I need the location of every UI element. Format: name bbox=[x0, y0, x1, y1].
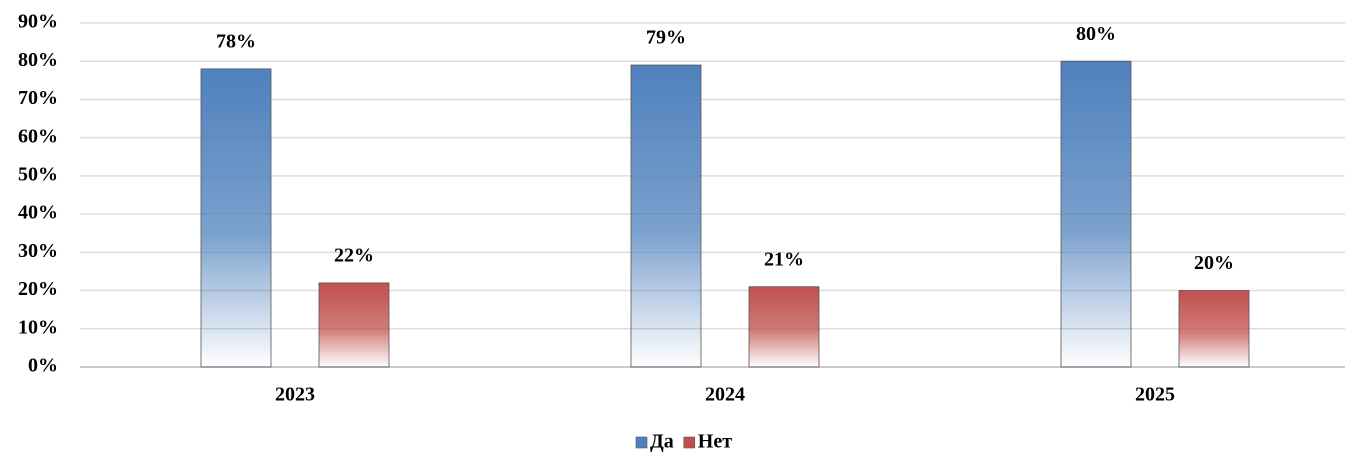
bar bbox=[748, 286, 820, 368]
value-label: 79% bbox=[646, 27, 686, 49]
y-tick-label: 20% bbox=[18, 278, 58, 300]
y-tick-label: 60% bbox=[18, 125, 58, 147]
y-tick-label: 50% bbox=[18, 163, 58, 185]
bar bbox=[1060, 60, 1132, 368]
legend-swatch bbox=[683, 436, 696, 449]
y-tick-label: 30% bbox=[18, 240, 58, 262]
bar bbox=[318, 282, 390, 368]
x-tick-label: 2024 bbox=[705, 384, 745, 406]
y-tick-label: 40% bbox=[18, 202, 58, 224]
y-tick-label: 10% bbox=[18, 316, 58, 338]
y-tick-label: 70% bbox=[18, 87, 58, 109]
bar bbox=[1178, 290, 1250, 368]
bar bbox=[630, 64, 702, 368]
value-label: 80% bbox=[1076, 23, 1116, 45]
y-tick-label: 0% bbox=[28, 355, 58, 377]
x-tick-label: 2023 bbox=[275, 384, 315, 406]
value-label: 22% bbox=[334, 245, 374, 267]
legend-swatch bbox=[635, 436, 648, 449]
value-label: 78% bbox=[216, 30, 256, 52]
legend-label: Нет bbox=[698, 431, 732, 453]
y-tick-label: 80% bbox=[18, 49, 58, 71]
value-label: 20% bbox=[1194, 252, 1234, 274]
x-tick-label: 2025 bbox=[1135, 384, 1175, 406]
legend-label: Да bbox=[650, 431, 674, 453]
y-tick-label: 90% bbox=[18, 11, 58, 33]
value-label: 21% bbox=[764, 248, 804, 270]
bar bbox=[200, 68, 272, 368]
